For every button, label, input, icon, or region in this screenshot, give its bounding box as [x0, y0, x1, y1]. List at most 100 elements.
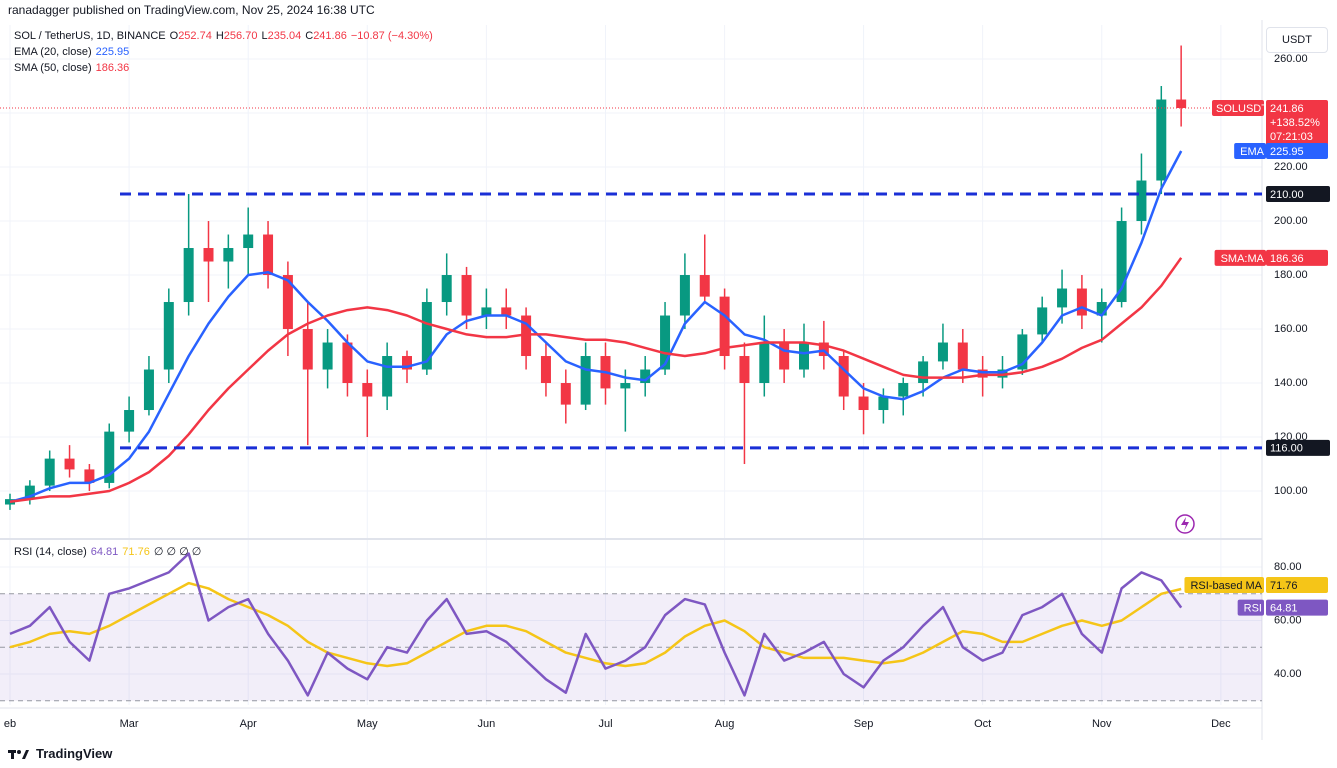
y-tick-label: 40.00: [1274, 668, 1302, 680]
ohlc-value: 256.70: [223, 30, 258, 42]
candle-body: [521, 315, 532, 357]
series-last-label: 71.76: [1270, 580, 1298, 592]
series-tag: RSI-based MA: [1190, 580, 1262, 592]
candle-body: [263, 234, 274, 276]
footer-text: TradingView: [36, 746, 113, 761]
candle-body: [1037, 307, 1048, 335]
candle-body: [382, 356, 393, 397]
candle-body: [977, 369, 988, 378]
price-badge-countdown: 07:21:03: [1270, 131, 1313, 143]
candle-body: [699, 275, 710, 297]
indicator-line: [9, 150, 1183, 504]
candle-body: [481, 307, 492, 316]
change: −10.87 (−4.30%): [350, 30, 433, 42]
candle-body: [282, 275, 293, 330]
ema-legend: EMA (20, close) 225.95: [14, 46, 129, 58]
candle-body: [362, 383, 373, 397]
ohlc-key: L: [261, 30, 268, 42]
ohlc: O252.74 H256.70 L235.04 C241.86 −10.87 (…: [170, 30, 433, 42]
rsi-legend: RSI (14, close) 64.81 71.76 ∅ ∅ ∅ ∅: [14, 545, 201, 559]
footer-logo[interactable]: TradingView: [8, 746, 112, 761]
y-tick-label: 180.00: [1274, 269, 1308, 281]
candle-body: [143, 369, 154, 411]
candle-body: [997, 369, 1008, 378]
x-tick-label: Aug: [715, 718, 735, 730]
pane-divider: [0, 538, 1262, 540]
rsi-line: [9, 552, 1183, 697]
candle-body: [1176, 99, 1187, 108]
legend-value: 64.81: [90, 545, 119, 558]
ohlc-value: 241.86: [313, 30, 347, 42]
candle-body: [1076, 288, 1087, 316]
candle-body: [739, 356, 750, 384]
candle-body: [1096, 302, 1107, 316]
y-tick-label: 200.00: [1274, 215, 1308, 227]
candle-body: [759, 342, 770, 384]
x-tick-label: Jun: [478, 718, 496, 730]
candle-body: [898, 383, 909, 397]
y-tick-label: 140.00: [1274, 377, 1308, 389]
series-last-label: 225.95: [1270, 146, 1304, 158]
series-tag-bg: [1234, 142, 1266, 159]
level-label: 210.00: [1270, 189, 1304, 201]
candle-body: [1156, 99, 1167, 181]
candle-body: [104, 431, 115, 483]
price-badge-change: +138.52%: [1270, 117, 1320, 129]
sma-legend: SMA (50, close) 186.36: [14, 62, 129, 74]
replay-icon[interactable]: [1175, 514, 1195, 534]
candle-body: [163, 302, 174, 370]
series-tag: EMA: [1240, 146, 1265, 158]
x-tick-label: Mar: [120, 718, 139, 730]
y-tick-label: 260.00: [1274, 53, 1308, 65]
x-tick-label: Sep: [854, 718, 874, 730]
candle-body: [560, 383, 571, 405]
publish-header: ranadagger published on TradingView.com,…: [8, 3, 375, 17]
candle-body: [441, 275, 452, 303]
candle-body: [779, 342, 790, 370]
candle-body: [183, 248, 194, 303]
candle-body: [24, 485, 35, 500]
x-tick-label: Apr: [240, 718, 257, 730]
candle-body: [620, 383, 631, 389]
candle-body: [580, 356, 591, 405]
candle-body: [322, 342, 333, 370]
series-last-label-bg: [1266, 249, 1328, 266]
x-tick-label: May: [357, 718, 378, 730]
ohlc-key: O: [169, 30, 179, 42]
y-tick-label: 100.00: [1274, 485, 1308, 497]
candle-body: [878, 396, 889, 411]
legend-value: 71.76: [122, 545, 150, 558]
series-last-label: 186.36: [1270, 253, 1304, 265]
candle-body: [302, 329, 313, 370]
x-tick-label: Nov: [1092, 718, 1112, 730]
series-tag-bg: [1214, 249, 1266, 266]
candle-body: [243, 234, 254, 249]
indicator-line: [9, 257, 1183, 504]
candle-body: [501, 307, 512, 316]
candle-body: [461, 275, 472, 316]
candle-body: [342, 342, 353, 384]
candle-body: [640, 369, 651, 384]
candle-body: [660, 315, 671, 370]
ohlc-key: H: [215, 30, 224, 42]
legend-value: 225.95: [95, 46, 130, 58]
symbol: SOL / TetherUS, 1D, BINANCE: [14, 30, 166, 42]
candle-body: [937, 342, 948, 362]
level-label-bg: [1266, 186, 1330, 203]
y-tick-label: 60.00: [1274, 614, 1302, 626]
series-tag: RSI: [1244, 603, 1262, 615]
series-last-label-bg: [1266, 142, 1328, 159]
x-tick-label: eb: [4, 718, 16, 730]
candle-body: [5, 499, 15, 505]
series-tag: SMA:MA: [1221, 253, 1265, 265]
ohlc-value: 252.74: [178, 30, 212, 42]
candle-body: [540, 356, 551, 384]
logo-mark: [8, 749, 29, 759]
legend-name: EMA (20, close): [14, 46, 92, 58]
candle-body: [1057, 288, 1068, 308]
candle-body: [124, 410, 135, 432]
candle-body: [858, 396, 869, 411]
candle-body: [84, 469, 95, 483]
currency-button[interactable]: USDT: [1266, 27, 1328, 53]
